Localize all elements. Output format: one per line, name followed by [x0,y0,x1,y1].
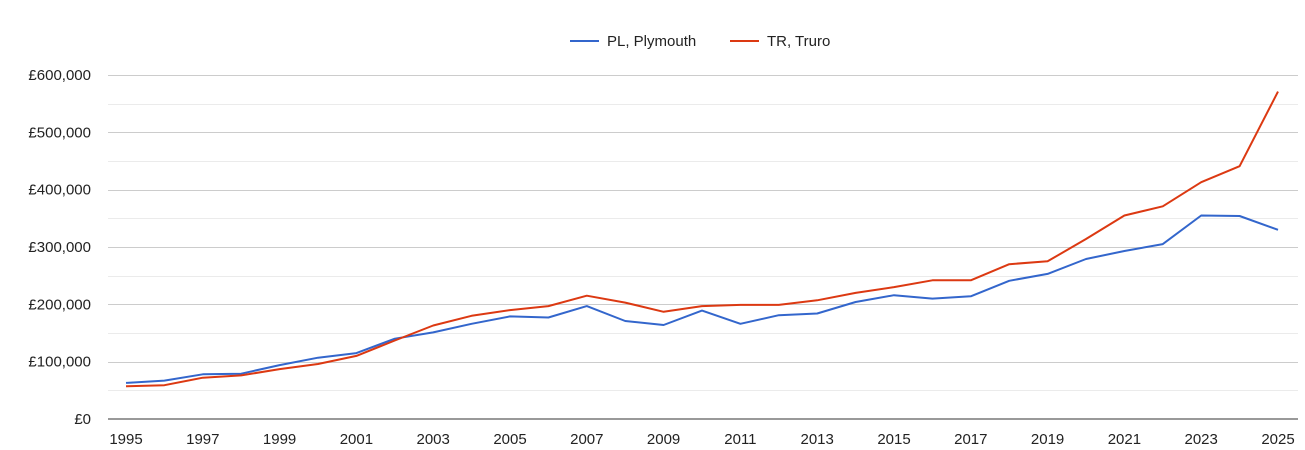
x-tick-label: 2013 [801,431,834,448]
y-tick-label: £400,000 [28,182,91,199]
y-tick-label: £200,000 [28,296,91,313]
x-axis-tick-labels: 1995 1997 1999 2001 2003 2005 2007 2009 2011 2013… [109,431,1294,448]
x-tick-label: 2005 [493,431,526,448]
x-tick-label: 2019 [1031,431,1064,448]
x-tick-label: 2015 [877,431,910,448]
y-axis-tick-labels: £0 £100,000 £200,000 £300,000 £400,000 £500,0… [28,67,91,428]
legend-label: TR, Truro [767,33,830,50]
x-tick-label: 1995 [109,431,142,448]
x-tick-label: 2023 [1185,431,1218,448]
minor-gridlines [108,104,1298,391]
legend-item: PL, Plymouth [570,33,696,50]
legend-label: PL, Plymouth [607,33,696,50]
x-tick-label: 2025 [1261,431,1294,448]
y-tick-label: £100,000 [28,354,91,371]
y-tick-label: £500,000 [28,124,91,141]
x-tick-label: 2007 [570,431,603,448]
x-tick-label: 1997 [186,431,219,448]
x-tick-label: 2011 [724,431,756,448]
series-lines [125,91,1279,388]
series-line-tr-truro [125,91,1279,388]
x-tick-label: 2003 [417,431,450,448]
x-tick-label: 1999 [263,431,296,448]
x-tick-label: 2021 [1108,431,1141,448]
legend-item: TR, Truro [730,33,830,50]
x-tick-label: 2009 [647,431,680,448]
y-tick-label: £0 [74,411,91,428]
y-tick-label: £300,000 [28,239,91,256]
x-tick-label: 2017 [954,431,987,448]
x-tick-label: 2001 [340,431,373,448]
major-gridlines [108,75,1298,363]
y-tick-label: £600,000 [28,67,91,84]
legend: PL, Plymouth TR, Truro [570,33,830,50]
series-line-pl-plymouth [125,214,1279,384]
